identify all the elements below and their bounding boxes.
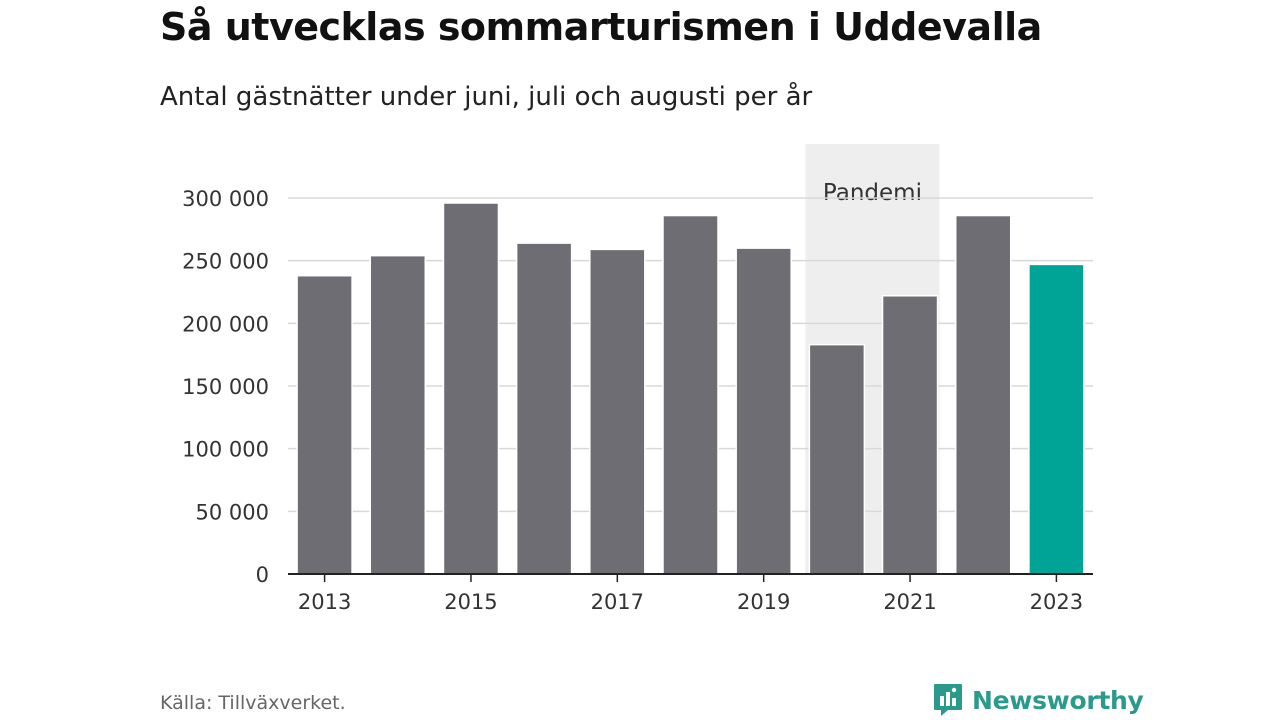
chart-bubble-icon — [934, 684, 962, 716]
bar-2015 — [442, 202, 500, 575]
x-axis: 2013 2015 2017 2019 2021 2023 — [288, 573, 1093, 614]
y-tick-label: 250 000 — [182, 250, 269, 274]
brand-name: Newsworthy — [972, 685, 1144, 715]
bar-2019 — [735, 247, 792, 575]
y-tick-label: 50 000 — [196, 500, 269, 524]
bar-2020 — [808, 343, 866, 575]
pandemic-label: Pandemi — [823, 180, 922, 206]
y-tick-label: 150 000 — [182, 375, 269, 399]
bar-2014 — [369, 254, 427, 575]
bar-2017 — [589, 248, 646, 575]
bar-2022 — [954, 214, 1012, 575]
y-axis: 0 50 000 100 000 150 000 200 000 250 000 300 0… — [182, 187, 269, 587]
x-tick-label: 2023 — [1030, 590, 1083, 614]
source-note: Källa: Tillväxverket. — [160, 692, 346, 714]
y-tick-label: 100 000 — [182, 438, 269, 462]
bar-2023 — [1028, 263, 1085, 575]
bar-2021 — [881, 295, 939, 575]
x-tick-label: 2015 — [444, 590, 497, 614]
bar-2016 — [515, 242, 573, 575]
y-tick-label: 0 — [256, 563, 269, 587]
x-tick-label: 2021 — [883, 590, 936, 614]
x-tick-label: 2017 — [591, 590, 644, 614]
bar-2018 — [662, 214, 719, 575]
x-tick-label: 2013 — [298, 590, 351, 614]
brand-logo: Newsworthy — [932, 682, 1144, 718]
bars — [296, 202, 1085, 575]
chart-title: Så utvecklas sommarturismen i Uddevalla — [160, 5, 1042, 49]
chart-subtitle: Antal gästnätter under juni, juli och au… — [160, 82, 813, 112]
y-tick-label: 300 000 — [182, 187, 269, 211]
y-tick-label: 200 000 — [182, 312, 269, 336]
bar-2013 — [296, 274, 353, 575]
x-tick-label: 2019 — [737, 590, 790, 614]
